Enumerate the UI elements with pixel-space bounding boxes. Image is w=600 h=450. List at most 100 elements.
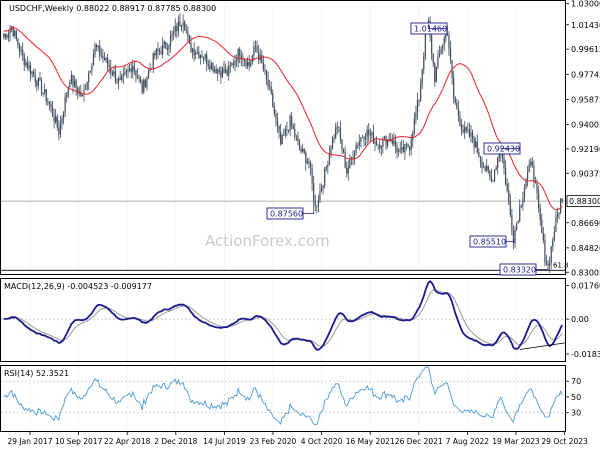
candle-body <box>295 136 297 138</box>
candle-body <box>124 72 126 75</box>
candle-body <box>204 54 206 59</box>
candle-body <box>410 140 412 150</box>
candle-body <box>353 153 356 159</box>
candle-body <box>363 137 365 140</box>
candle-body <box>70 74 73 83</box>
candle-body <box>73 80 76 86</box>
candle-body <box>338 126 340 128</box>
candle-body <box>88 72 90 82</box>
candle-body <box>72 74 74 86</box>
candle-body <box>64 97 66 113</box>
fib-61.8-label: 61.8 <box>553 261 569 269</box>
candle-body <box>399 149 401 151</box>
candle-body <box>265 70 268 79</box>
candle-body <box>523 188 526 199</box>
candle-body <box>173 31 175 34</box>
candle-body <box>509 201 511 215</box>
candle-body <box>218 69 220 72</box>
candle-body <box>34 75 36 82</box>
candle-body <box>391 139 393 144</box>
candle-body <box>284 129 286 136</box>
candle-body <box>407 144 409 148</box>
candle-body <box>160 51 162 54</box>
candle-body <box>202 57 205 59</box>
candle-body <box>442 44 444 49</box>
candle-body <box>493 169 496 181</box>
candle-body <box>514 230 516 244</box>
candle-body <box>292 125 294 130</box>
rsi-panel-frame <box>0 365 566 432</box>
candle-body <box>445 33 447 38</box>
rsi-line <box>3 366 563 426</box>
candle-body <box>350 157 353 158</box>
macd-y-axis: 0.017603 0.00 -0.01834 <box>1 282 600 359</box>
candle-body <box>383 136 386 139</box>
candle-body <box>462 130 464 133</box>
candle-body <box>556 214 559 217</box>
candle-body <box>508 190 510 202</box>
candle-body <box>379 144 381 149</box>
candle-body <box>459 115 461 126</box>
candle-body <box>141 82 143 93</box>
candle-body <box>133 66 135 71</box>
candle-body <box>55 116 57 123</box>
candle-body <box>190 42 192 52</box>
candle-body <box>342 149 345 152</box>
annotation-connector <box>428 24 447 29</box>
candle-body <box>179 21 181 27</box>
candle-body <box>15 30 17 39</box>
candle-body <box>169 36 172 46</box>
price-panel-header: USDCHF,Weekly 0.88022 0.88917 0.87785 0.… <box>9 4 216 13</box>
candle-body <box>434 63 436 83</box>
candle-body <box>286 129 288 131</box>
candle-body <box>486 165 488 171</box>
candle-body <box>113 71 115 75</box>
macd-y-tick-label: 0.00 <box>571 315 589 324</box>
candle-body <box>550 246 552 263</box>
candle-body <box>191 48 194 52</box>
candle-body <box>437 56 439 68</box>
candle-body <box>37 77 39 86</box>
candle-body <box>364 136 367 140</box>
candle-body <box>237 48 239 62</box>
candle-body <box>344 151 346 168</box>
candle-body <box>278 125 280 132</box>
candle-body <box>324 168 326 186</box>
candle-body <box>7 33 10 38</box>
candle-body <box>536 182 538 194</box>
candle-body <box>3 33 5 38</box>
macd-y-tick-label: -0.01834 <box>571 350 600 359</box>
candle-body <box>47 101 49 102</box>
candle-body <box>91 64 93 71</box>
candle-body <box>12 26 14 37</box>
candle-body <box>56 116 58 128</box>
candle-body <box>336 126 338 128</box>
candle-body <box>497 157 499 168</box>
x-axis: 29 Jan 2017 10 Sep 2017 22 Apr 2018 2 Dec 2… <box>8 431 588 446</box>
candle-body <box>311 167 313 184</box>
macd-header: MACD(12,26,9) -0.004523 -0.009177 <box>4 282 152 291</box>
candle-body <box>253 46 255 56</box>
candle-body <box>492 180 494 182</box>
candle-body <box>31 71 33 75</box>
candle-body <box>506 183 508 191</box>
candle-body <box>512 230 515 244</box>
candle-body <box>67 87 69 95</box>
annotation-connector <box>500 145 520 149</box>
candle-body <box>531 161 533 167</box>
candle-body <box>138 78 140 79</box>
rsi-y-axis: 70 50 30 <box>1 377 581 418</box>
macd-panel-frame <box>0 278 566 362</box>
candle-body <box>40 80 43 94</box>
price-panel: USDCHF,Weekly 0.88022 0.88917 0.87785 0.… <box>0 0 600 277</box>
candle-body <box>561 198 563 202</box>
rsi-y-tick-label: 70 <box>571 377 581 386</box>
candle-body <box>154 53 156 56</box>
candle-body <box>215 69 217 74</box>
candle-body <box>291 116 293 126</box>
candle-body <box>377 144 379 146</box>
candle-body <box>352 157 354 159</box>
candle-body <box>196 51 198 54</box>
candle-body <box>306 161 308 164</box>
candle-body <box>504 168 507 184</box>
